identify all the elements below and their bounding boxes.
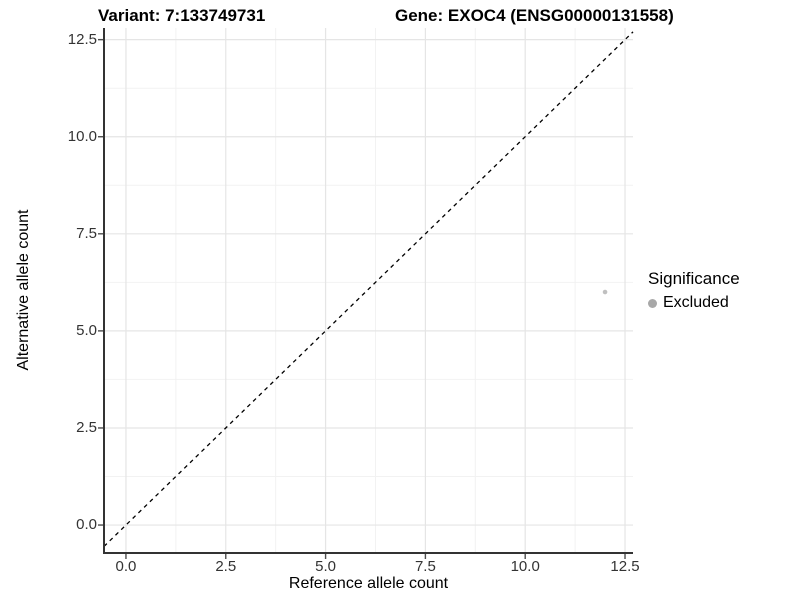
y-axis-title: Alternative allele count	[15, 209, 32, 371]
y-tick-label: 10.0	[67, 127, 97, 145]
x-tick-label: 0.0	[115, 558, 137, 575]
y-tick-label: 0.0	[76, 516, 97, 534]
y-tick-label: 12.5	[67, 30, 97, 48]
y-tick-label: 2.5	[76, 418, 97, 436]
legend-entry: Excluded	[648, 294, 740, 312]
x-tick-label: 5.0	[315, 558, 336, 575]
legend-entries: Excluded	[648, 294, 740, 312]
plot-title-gene: Gene: EXOC4 (ENSG00000131558)	[395, 6, 674, 25]
legend-entry-label: Excluded	[663, 294, 729, 311]
x-tick-label: 10.0	[510, 558, 540, 575]
identity-dashed-line	[103, 31, 634, 547]
x-axis-title: Reference allele count	[288, 575, 449, 592]
data-point	[602, 289, 608, 295]
y-tick-label: 5.0	[76, 321, 97, 339]
plot-title-variant: Variant: 7:133749731	[98, 6, 266, 25]
x-tick-label: 2.5	[215, 558, 237, 575]
legend: Significance Excluded	[648, 269, 740, 312]
x-tick-label: 7.5	[414, 558, 436, 575]
legend-key-dot-icon	[648, 298, 657, 308]
y-tick-label: 7.5	[76, 224, 97, 242]
legend-title: Significance	[648, 269, 740, 288]
x-tick-label: 12.5	[610, 558, 640, 575]
